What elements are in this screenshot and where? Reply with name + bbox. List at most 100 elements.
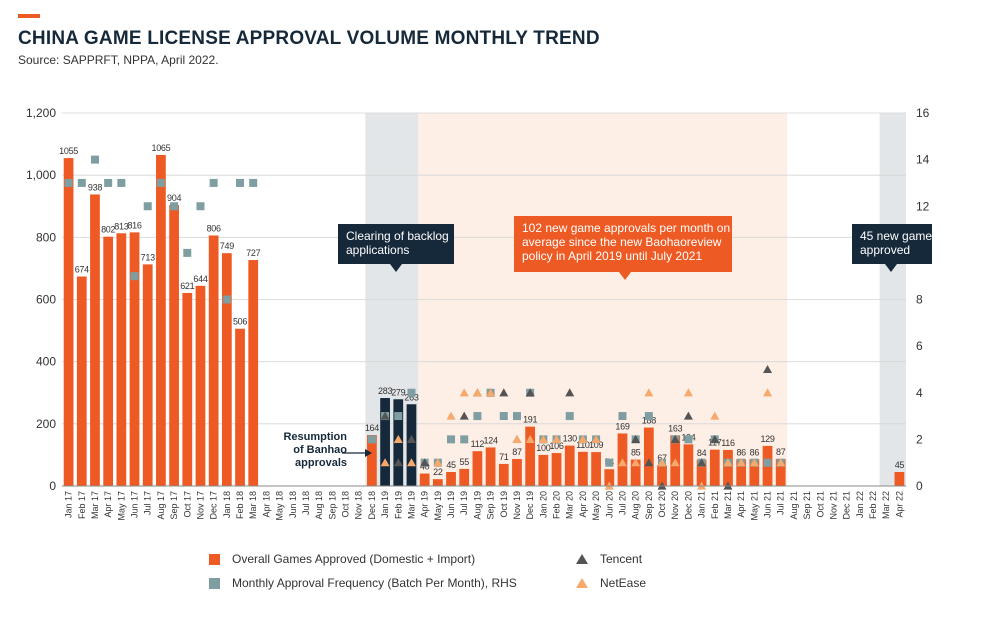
callout-average-text: average since the new Baohaoreview — [522, 235, 722, 249]
bar — [169, 205, 179, 487]
bar-value-label: 129 — [760, 434, 774, 444]
netease-point — [525, 434, 535, 443]
bar-value-label: 188 — [642, 416, 656, 426]
x-tick-label: Mar 19 — [406, 491, 416, 519]
bar — [90, 194, 100, 486]
x-tick-label: Aug 20 — [631, 491, 641, 520]
bar — [749, 459, 760, 486]
x-tick-label: May 19 — [433, 491, 443, 521]
callout-average-text: 102 new game approvals per month on — [522, 221, 730, 235]
tencent-point — [670, 434, 680, 443]
bar-value-label: 163 — [668, 423, 682, 433]
netease-point — [446, 411, 456, 420]
bar-value-label: 86 — [736, 447, 746, 457]
bar-value-label: 806 — [207, 223, 221, 233]
bar-value-label: 283 — [378, 386, 392, 396]
frequency-point — [460, 435, 469, 444]
bar-value-label: 55 — [460, 457, 470, 467]
frequency-point — [499, 412, 508, 421]
bar — [446, 472, 456, 486]
bar-value-label: 938 — [88, 182, 102, 192]
tencent-point — [631, 434, 641, 443]
x-tick-label: Sep 17 — [169, 491, 179, 520]
tencent-point — [525, 388, 535, 397]
y-tick-right: 4 — [916, 386, 923, 400]
bar-value-label: 816 — [127, 220, 141, 230]
frequency-point — [77, 178, 86, 187]
legend-label-netease: NetEase — [600, 576, 647, 590]
frequency-point — [236, 178, 245, 187]
tencent-point — [763, 364, 773, 374]
y-tick-left: 200 — [36, 417, 56, 431]
y-tick-left: 800 — [36, 230, 56, 244]
frequency-point — [222, 295, 231, 304]
callout-new45-text: 45 new game — [860, 229, 932, 243]
bar-value-label: 71 — [499, 452, 509, 462]
bar — [432, 479, 443, 486]
bar-value-label: 22 — [433, 467, 443, 477]
bar — [235, 328, 245, 486]
x-tick-label: Jun 20 — [604, 491, 614, 518]
x-tick-label: Oct 18 — [341, 491, 351, 518]
bar-value-label: 904 — [167, 193, 181, 203]
bar-value-label: 45 — [895, 460, 905, 470]
bar-value-label: 116 — [721, 438, 735, 448]
x-tick-label: Nov 17 — [195, 491, 205, 520]
x-tick-label: Apr 21 — [736, 491, 746, 518]
frequency-point — [618, 412, 627, 421]
netease-point — [776, 458, 786, 467]
bar-value-label: 279 — [391, 387, 405, 397]
title-accent-bar — [18, 14, 40, 18]
bar — [156, 154, 166, 486]
bar-value-label: 85 — [631, 448, 641, 458]
x-tick-label: Apr 20 — [578, 491, 588, 518]
bar — [367, 435, 377, 486]
legend-item-netease: NetEase — [576, 576, 646, 590]
bar — [723, 449, 733, 486]
bar-value-label: 87 — [512, 447, 522, 457]
bar — [182, 292, 193, 486]
netease-point — [578, 434, 588, 443]
x-tick-label: Mar 20 — [565, 491, 575, 519]
legend-item-tencent: Tencent — [576, 552, 642, 566]
x-tick-label: Jan 17 — [64, 491, 74, 518]
x-tick-label: May 18 — [275, 491, 285, 521]
netease-point — [723, 458, 733, 467]
netease-point — [380, 458, 390, 467]
tencent-point — [393, 458, 403, 467]
bar — [683, 444, 694, 486]
frequency-point — [512, 412, 521, 421]
bar — [630, 459, 641, 486]
x-tick-label: Mar 18 — [248, 491, 258, 519]
callout-average-text: policy in April 2019 until July 2021 — [522, 249, 702, 263]
frequency-point — [143, 202, 152, 211]
bar-value-label: 106 — [549, 441, 563, 451]
legend-swatch-bars — [209, 553, 220, 565]
frequency-point — [130, 272, 139, 281]
x-tick-label: Apr 17 — [103, 491, 113, 518]
x-tick-label: Mar 21 — [723, 491, 733, 519]
x-tick-label: Feb 17 — [77, 491, 87, 519]
y-tick-right: 8 — [916, 293, 923, 307]
tencent-point — [406, 434, 416, 443]
bar — [76, 276, 87, 486]
bar-value-label: 1055 — [59, 146, 78, 156]
x-tick-label: Jun 21 — [763, 491, 773, 518]
chart-source: Source: SAPPRFT, NPPA, April 2022. — [18, 53, 219, 67]
x-tick-label: Apr 22 — [894, 491, 904, 518]
bar-value-label: 130 — [563, 434, 577, 444]
bar — [195, 285, 206, 486]
legend-swatch-frequency — [209, 577, 220, 589]
x-tick-label: Nov 18 — [354, 491, 364, 520]
netease-point — [617, 458, 627, 467]
annotation-resumption: approvals — [295, 457, 347, 469]
bar — [129, 232, 140, 486]
x-tick-label: Feb 22 — [868, 491, 878, 519]
tencent-point — [380, 411, 390, 420]
frequency-point — [249, 178, 258, 187]
x-tick-label: Feb 21 — [710, 491, 720, 519]
x-tick-label: Nov 19 — [512, 491, 522, 520]
bar — [538, 454, 549, 486]
x-tick-label: Oct 17 — [182, 491, 192, 518]
bar — [736, 459, 747, 486]
